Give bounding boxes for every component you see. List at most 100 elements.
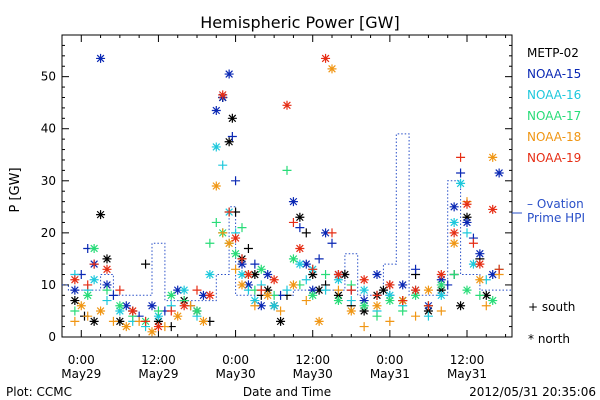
- noaa-19-north-marker: [128, 306, 138, 316]
- noaa-15-north-marker: [263, 270, 273, 280]
- legend-entry-metp-02: METP-02: [527, 46, 579, 60]
- noaa-17-south-marker: [321, 270, 331, 280]
- noaa-17-south-marker: [237, 223, 247, 233]
- legend: METP-02 NOAA-15 NOAA-16 NOAA-17 NOAA-18 NOAA-…: [527, 46, 581, 165]
- noaa-19-south-marker: [308, 264, 318, 274]
- noaa-16-north-marker: [449, 217, 459, 227]
- noaa-19-north-marker: [102, 264, 112, 274]
- noaa-15-north-marker: [211, 106, 221, 115]
- noaa-15-south-marker: [231, 176, 241, 186]
- noaa-17-north-marker: [231, 249, 241, 259]
- noaa-15-south-marker: [227, 132, 237, 142]
- metp-02-north-marker: [276, 316, 286, 326]
- noaa-17-north-marker: [83, 290, 93, 300]
- noaa-19-north-marker: [321, 53, 331, 63]
- noaa-17-north-marker: [166, 290, 176, 300]
- noaa-19-north-marker: [411, 285, 421, 295]
- noaa-17-north-marker: [308, 290, 318, 300]
- x-tick-date-label: May29: [138, 367, 178, 381]
- noaa-18-north-marker: [147, 327, 157, 337]
- noaa-19-south-marker: [327, 228, 337, 238]
- y-tick-label: 40: [41, 122, 56, 136]
- noaa-18-north-marker: [475, 275, 485, 285]
- noaa-17-south-marker: [372, 311, 382, 321]
- legend-entry-noaa-15: NOAA-15: [527, 67, 581, 81]
- noaa-16-north-marker: [385, 290, 395, 300]
- noaa-18-north-marker: [488, 152, 498, 162]
- noaa-16-north-marker: [250, 296, 260, 306]
- noaa-19-south-marker: [423, 301, 433, 311]
- noaa-19-south-marker: [288, 217, 298, 227]
- metp-02-north-marker: [333, 290, 343, 300]
- noaa-15-north-marker: [256, 301, 266, 311]
- x-tick-time-label: 0:00: [68, 353, 95, 367]
- noaa-15-north-marker: [372, 270, 382, 280]
- axis-ticks: [61, 35, 512, 338]
- noaa-16-south-marker: [321, 285, 331, 295]
- noaa-19-north-marker: [385, 280, 395, 290]
- tick-labels: 010203040500:00May2912:00May290:00May301…: [41, 70, 487, 381]
- legend-entry-noaa-19: NOAA-19: [527, 151, 581, 165]
- noaa-19-south-marker: [372, 290, 382, 300]
- noaa-16-north-marker: [205, 270, 215, 280]
- noaa-17-south-marker: [205, 238, 215, 248]
- noaa-16-north-marker: [269, 301, 279, 311]
- noaa-16-north-marker: [436, 290, 446, 300]
- metp-02-north-marker: [359, 306, 369, 316]
- noaa-18-south-marker: [108, 316, 118, 326]
- metp-02-south-marker: [301, 228, 311, 238]
- metp-02-north-marker: [295, 212, 305, 222]
- noaa-19-north-marker: [333, 270, 343, 280]
- noaa-17-north-marker: [256, 264, 266, 274]
- metp-02-south-marker: [141, 259, 151, 269]
- noaa-18-south-marker: [436, 306, 446, 316]
- metp-02-north-marker: [102, 254, 112, 264]
- noaa-19-south-marker: [83, 280, 93, 290]
- metp-02-north-marker: [340, 270, 350, 280]
- noaa-16-south-marker: [102, 296, 112, 306]
- noaa-18-north-marker: [121, 322, 131, 332]
- x-tick-time-label: 0:00: [222, 353, 249, 367]
- noaa-15-north-marker: [147, 301, 157, 311]
- noaa-18-north-marker: [224, 238, 234, 248]
- x-tick-date-label: May30: [293, 367, 333, 381]
- noaa-15-north-marker: [359, 296, 369, 306]
- noaa-19-north-marker: [449, 228, 459, 238]
- noaa-19-north-marker: [282, 100, 292, 110]
- noaa-16-south-marker: [282, 285, 292, 295]
- metp-02-north-marker: [96, 210, 106, 220]
- noaa-15-south-marker: [108, 290, 118, 300]
- noaa-19-north-marker: [359, 275, 369, 285]
- noaa-17-south-marker: [70, 306, 80, 316]
- noaa-18-south-marker: [231, 264, 241, 274]
- noaa-17-south-marker: [282, 165, 292, 175]
- noaa-18-south-marker: [250, 301, 260, 311]
- metp-02-north-marker: [456, 301, 466, 311]
- marker-legend-north: * north: [528, 332, 570, 346]
- noaa-18-north-marker: [346, 306, 356, 316]
- x-tick-time-label: 12:00: [295, 353, 330, 367]
- noaa-18-south-marker: [83, 311, 93, 321]
- noaa-19-south-marker: [256, 285, 266, 295]
- noaa-19-south-marker: [89, 259, 99, 269]
- noaa-18-north-marker: [263, 290, 273, 300]
- noaa-19-north-marker: [205, 290, 215, 300]
- noaa-16-north-marker: [456, 178, 466, 188]
- marker-legend-south: + south: [528, 300, 575, 314]
- noaa-19-north-marker: [269, 275, 279, 285]
- noaa-17-south-marker: [449, 270, 459, 280]
- noaa-15-south-marker: [456, 168, 466, 178]
- noaa-15-north-marker: [121, 301, 131, 311]
- legend-entry-noaa-17: NOAA-17: [527, 109, 581, 123]
- y-tick-label: 20: [41, 226, 56, 240]
- noaa-15-north-marker: [224, 69, 234, 79]
- metp-02-north-marker: [70, 296, 80, 306]
- noaa-15-south-marker: [411, 264, 421, 274]
- noaa-18-north-marker: [76, 301, 86, 311]
- y-tick-label: 30: [41, 174, 56, 188]
- legend-entry-noaa-16: NOAA-16: [527, 88, 581, 102]
- noaa-19-north-marker: [295, 243, 305, 253]
- noaa-15-north-marker: [436, 275, 446, 285]
- noaa-16-south-marker: [346, 296, 356, 306]
- noaa-17-north-marker: [288, 254, 298, 264]
